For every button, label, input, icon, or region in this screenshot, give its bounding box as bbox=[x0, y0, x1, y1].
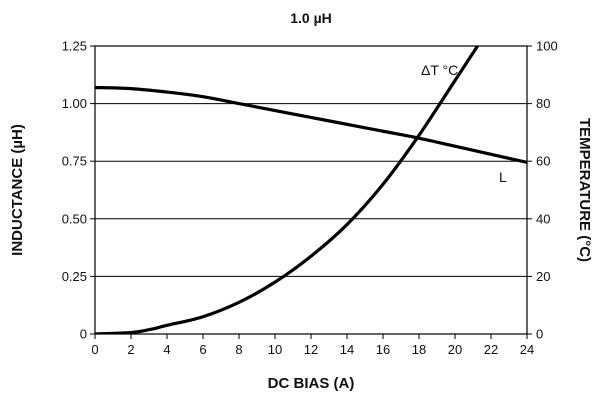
right-tick-label: 60 bbox=[536, 154, 550, 169]
x-tick-label: 6 bbox=[199, 342, 206, 357]
x-tick-label: 4 bbox=[163, 342, 170, 357]
x-tick-label: 20 bbox=[448, 342, 462, 357]
right-tick-label: 0 bbox=[536, 327, 543, 342]
x-axis-ticks: 0 2 4 6 8 10 12 14 16 18 20 22 24 bbox=[91, 334, 534, 357]
annotation-delta-t: ΔT °C bbox=[421, 62, 458, 78]
x-tick-label: 12 bbox=[304, 342, 318, 357]
left-tick-label: 0.75 bbox=[62, 154, 87, 169]
left-tick-label: 0.50 bbox=[62, 211, 87, 226]
x-tick-label: 24 bbox=[520, 342, 534, 357]
right-tick-label: 80 bbox=[536, 96, 550, 111]
left-tick-label: 1.00 bbox=[62, 96, 87, 111]
x-tick-label: 10 bbox=[268, 342, 282, 357]
annotation-l: L bbox=[499, 169, 507, 185]
right-axis-ticks: 0 20 40 60 80 100 bbox=[527, 39, 558, 342]
x-tick-label: 0 bbox=[91, 342, 98, 357]
x-tick-label: 16 bbox=[376, 342, 390, 357]
chart-title: 1.0 µH bbox=[290, 10, 332, 26]
right-axis-title: TEMPERATURE (°C) bbox=[576, 118, 593, 262]
x-axis-title: DC BIAS (A) bbox=[268, 375, 355, 392]
right-tick-label: 20 bbox=[536, 269, 550, 284]
series-lines bbox=[95, 46, 527, 334]
left-tick-label: 0 bbox=[80, 327, 87, 342]
right-tick-label: 40 bbox=[536, 211, 550, 226]
x-tick-label: 2 bbox=[127, 342, 134, 357]
x-tick-label: 8 bbox=[235, 342, 242, 357]
left-tick-label: 1.25 bbox=[62, 39, 87, 54]
plot-frame bbox=[94, 45, 528, 335]
grid-lines bbox=[95, 103, 527, 277]
left-axis-title: INDUCTANCE (µH) bbox=[9, 124, 26, 256]
inductance-line bbox=[95, 85, 527, 164]
x-tick-label: 22 bbox=[484, 342, 498, 357]
x-tick-label: 18 bbox=[412, 342, 426, 357]
right-tick-label: 100 bbox=[536, 39, 558, 54]
temperature-rise-line bbox=[95, 46, 480, 334]
left-axis-ticks: 0 0.25 0.50 0.75 1.00 1.25 bbox=[62, 39, 95, 342]
left-tick-label: 0.25 bbox=[62, 269, 87, 284]
x-tick-label: 14 bbox=[340, 342, 354, 357]
